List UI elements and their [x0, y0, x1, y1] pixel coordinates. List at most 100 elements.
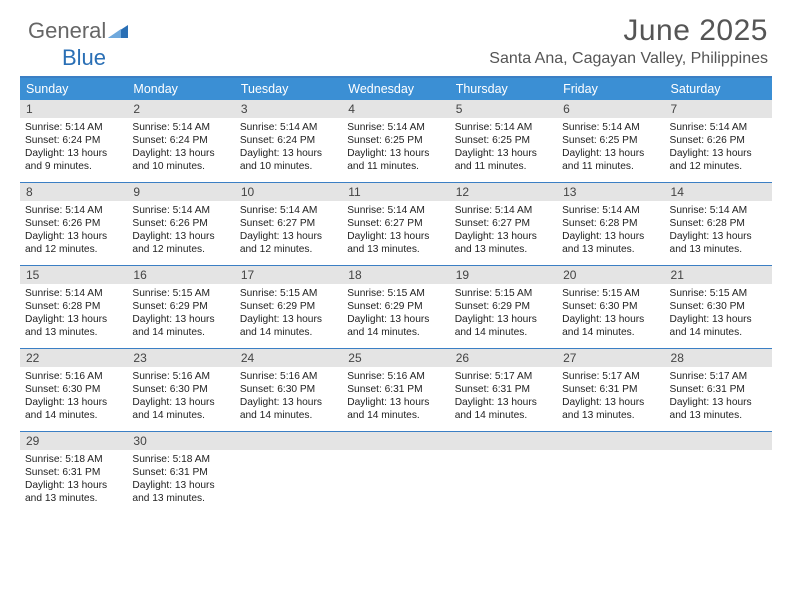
daylight-text-2: and 13 minutes.: [347, 243, 444, 256]
day-cell: Sunrise: 5:14 AMSunset: 6:25 PMDaylight:…: [450, 118, 557, 182]
day-cell: [235, 450, 342, 514]
daylight-text-1: Daylight: 13 hours: [25, 147, 122, 160]
daylight-text-1: Daylight: 13 hours: [455, 230, 552, 243]
daylight-text-2: and 13 minutes.: [562, 243, 659, 256]
day-number: 11: [342, 183, 449, 201]
weekday-label: Saturday: [665, 78, 772, 100]
cells-row: Sunrise: 5:14 AMSunset: 6:26 PMDaylight:…: [20, 201, 772, 265]
sunrise-text: Sunrise: 5:14 AM: [562, 204, 659, 217]
cells-row: Sunrise: 5:14 AMSunset: 6:24 PMDaylight:…: [20, 118, 772, 182]
daylight-text-2: and 10 minutes.: [132, 160, 229, 173]
daylight-text-1: Daylight: 13 hours: [240, 313, 337, 326]
daylight-text-1: Daylight: 13 hours: [240, 147, 337, 160]
sunset-text: Sunset: 6:31 PM: [25, 466, 122, 479]
sunrise-text: Sunrise: 5:17 AM: [562, 370, 659, 383]
weekday-label: Thursday: [450, 78, 557, 100]
sunrise-text: Sunrise: 5:14 AM: [455, 121, 552, 134]
sunset-text: Sunset: 6:24 PM: [25, 134, 122, 147]
daylight-text-1: Daylight: 13 hours: [132, 396, 229, 409]
day-cell: [665, 450, 772, 514]
day-number: 16: [127, 266, 234, 284]
cells-row: Sunrise: 5:14 AMSunset: 6:28 PM Daylight:…: [20, 284, 772, 348]
weekday-label: Wednesday: [342, 78, 449, 100]
calendar: Sunday Monday Tuesday Wednesday Thursday…: [20, 76, 772, 514]
daylight-text-1: Daylight: 13 hours: [562, 147, 659, 160]
sunrise-text: Sunrise: 5:18 AM: [25, 453, 122, 466]
day-cell: Sunrise: 5:14 AMSunset: 6:26 PMDaylight:…: [127, 201, 234, 265]
sunrise-text: Sunrise: 5:17 AM: [455, 370, 552, 383]
sunset-text: Sunset: 6:25 PM: [455, 134, 552, 147]
sunrise-text: Sunrise: 5:16 AM: [25, 370, 122, 383]
daylight-text-1: Daylight: 13 hours: [455, 396, 552, 409]
weekday-label: Sunday: [20, 78, 127, 100]
sunrise-text: Sunrise: 5:14 AM: [25, 287, 122, 300]
week-row: 22232425262728Sunrise: 5:16 AMSunset: 6:…: [20, 348, 772, 431]
day-cell: Sunrise: 5:14 AMSunset: 6:25 PMDaylight:…: [557, 118, 664, 182]
day-number: 12: [450, 183, 557, 201]
sunset-text: Sunset: 6:24 PM: [132, 134, 229, 147]
sunset-text: Sunset: 6:31 PM: [132, 466, 229, 479]
daylight-text-2: and 13 minutes.: [455, 243, 552, 256]
day-cell: Sunrise: 5:14 AMSunset: 6:27 PMDaylight:…: [235, 201, 342, 265]
daylight-text-1: Daylight: 13 hours: [25, 230, 122, 243]
day-number: [665, 432, 772, 450]
sunset-text: Sunset: 6:30 PM: [562, 300, 659, 313]
sunset-text: Sunset: 6:30 PM: [670, 300, 767, 313]
logo: General Blue: [28, 18, 128, 71]
day-number: 6: [557, 100, 664, 118]
sunrise-text: Sunrise: 5:15 AM: [347, 287, 444, 300]
day-cell: Sunrise: 5:14 AMSunset: 6:26 PMDaylight:…: [665, 118, 772, 182]
daylight-text-2: and 12 minutes.: [240, 243, 337, 256]
daylight-text-1: Daylight: 13 hours: [132, 313, 229, 326]
daylight-text-1: Daylight: 13 hours: [25, 479, 122, 492]
logo-text-2: Blue: [62, 45, 106, 70]
page-subtitle: Santa Ana, Cagayan Valley, Philippines: [20, 50, 768, 68]
week-row: 891011121314Sunrise: 5:14 AMSunset: 6:26…: [20, 182, 772, 265]
sunset-text: Sunset: 6:31 PM: [670, 383, 767, 396]
week-row: 15161718192021Sunrise: 5:14 AMSunset: 6:…: [20, 265, 772, 348]
daylight-text-2: and 10 minutes.: [240, 160, 337, 173]
sunset-text: Sunset: 6:26 PM: [132, 217, 229, 230]
daylight-text-2: and 14 minutes.: [455, 326, 552, 339]
daylight-text-1: Daylight: 13 hours: [455, 147, 552, 160]
day-cell: [557, 450, 664, 514]
daylight-text-1: Daylight: 13 hours: [670, 147, 767, 160]
sunset-text: Sunset: 6:25 PM: [347, 134, 444, 147]
daylight-text-1: Daylight: 13 hours: [132, 147, 229, 160]
daylight-text-2: and 12 minutes.: [670, 160, 767, 173]
sunset-text: Sunset: 6:24 PM: [240, 134, 337, 147]
sunrise-text: Sunrise: 5:14 AM: [455, 204, 552, 217]
daylight-text-1: Daylight: 13 hours: [670, 396, 767, 409]
sunset-text: Sunset: 6:28 PM: [25, 300, 122, 313]
day-number: 4: [342, 100, 449, 118]
day-cell: Sunrise: 5:14 AMSunset: 6:27 PMDaylight:…: [342, 201, 449, 265]
day-cell: Sunrise: 5:15 AMSunset: 6:30 PMDaylight:…: [665, 284, 772, 348]
daylight-text-2: and 9 minutes.: [25, 160, 122, 173]
day-cell: Sunrise: 5:18 AMSunset: 6:31 PMDaylight:…: [127, 450, 234, 514]
daynum-row: 2930: [20, 432, 772, 450]
day-number: [342, 432, 449, 450]
day-number: 19: [450, 266, 557, 284]
daylight-text-2: and 13 minutes.: [670, 243, 767, 256]
daylight-text-1: Daylight: 13 hours: [670, 313, 767, 326]
daylight-text-2: and 13 minutes.: [670, 409, 767, 422]
day-number: 1: [20, 100, 127, 118]
sunrise-text: Sunrise: 5:14 AM: [347, 204, 444, 217]
cells-row: Sunrise: 5:18 AMSunset: 6:31 PMDaylight:…: [20, 450, 772, 514]
day-number: 21: [665, 266, 772, 284]
page-title: June 2025: [20, 14, 768, 48]
weekday-label: Friday: [557, 78, 664, 100]
sunrise-text: Sunrise: 5:15 AM: [455, 287, 552, 300]
week-row: 1234567Sunrise: 5:14 AMSunset: 6:24 PMDa…: [20, 100, 772, 182]
daylight-text-2: and 11 minutes.: [347, 160, 444, 173]
daylight-text-2: and 14 minutes.: [25, 409, 122, 422]
day-number: 18: [342, 266, 449, 284]
weekday-header: Sunday Monday Tuesday Wednesday Thursday…: [20, 78, 772, 100]
day-cell: Sunrise: 5:16 AMSunset: 6:31 PMDaylight:…: [342, 367, 449, 431]
header: June 2025 Santa Ana, Cagayan Valley, Phi…: [20, 14, 772, 68]
sunrise-text: Sunrise: 5:18 AM: [132, 453, 229, 466]
daylight-text-1: Daylight: 13 hours: [132, 230, 229, 243]
daylight-text-1: Daylight: 13 hours: [562, 313, 659, 326]
daylight-text-1: Daylight: 13 hours: [562, 230, 659, 243]
day-number: [235, 432, 342, 450]
